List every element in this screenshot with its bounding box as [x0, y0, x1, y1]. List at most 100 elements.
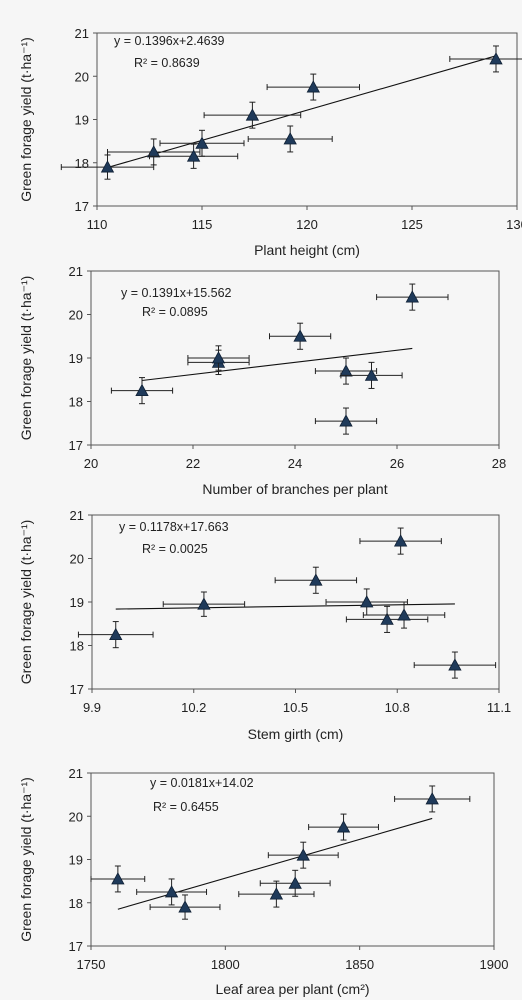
data-point — [162, 591, 246, 617]
triangle-marker — [197, 597, 211, 610]
x-tick-label: 1800 — [211, 957, 240, 972]
y-axis-label: Green forage yield (t·ha⁻¹) — [18, 276, 34, 441]
y-tick-label: 19 — [69, 853, 83, 868]
x-tick-label: 115 — [192, 217, 213, 232]
x-tick-label: 1900 — [480, 957, 509, 972]
trend-line — [141, 347, 413, 382]
y-tick-label: 20 — [69, 308, 83, 323]
data-point — [267, 841, 339, 869]
triangle-marker — [245, 108, 260, 121]
data-point — [149, 894, 221, 920]
data-point — [266, 73, 360, 101]
triangle-marker — [397, 608, 411, 621]
triangle-marker — [293, 329, 307, 342]
data-point — [340, 361, 403, 389]
panel-plant-height: 17 18 19 20 21 110 115 120 125 130 Plant height (c… — [18, 26, 522, 258]
triangle-marker — [147, 145, 161, 158]
triangle-marker — [164, 885, 179, 898]
triangle-marker — [364, 368, 379, 381]
y-tick-label: 19 — [70, 595, 84, 610]
data-point — [238, 880, 315, 908]
y-tick-label: 18 — [75, 156, 89, 171]
y-tick-label: 20 — [69, 809, 83, 824]
trend-line — [115, 603, 455, 610]
x-tick-label: 1750 — [77, 957, 106, 972]
y-axis-label: Green forage yield (t·ha⁻¹) — [18, 37, 34, 202]
data-point — [359, 527, 442, 555]
triangle-marker — [339, 414, 353, 427]
data-point — [345, 605, 429, 633]
triangle-marker — [100, 160, 115, 173]
regression-equation: y = 0.1396x+2.4639 — [114, 34, 225, 48]
y-tick-label: 20 — [70, 552, 84, 567]
triangle-marker — [178, 900, 192, 913]
y-tick-label: 21 — [69, 264, 83, 279]
data-point — [376, 283, 449, 311]
regression-equation: y = 0.1391x+15.562 — [121, 286, 232, 300]
data-point — [136, 878, 208, 906]
data-point — [413, 651, 497, 679]
data-point — [90, 865, 146, 893]
y-tick-label: 17 — [70, 682, 84, 697]
triangle-marker — [425, 792, 439, 805]
triangle-marker — [288, 876, 302, 889]
y-axis-label: Green forage yield (t·ha⁻¹) — [18, 777, 34, 942]
x-tick-label: 24 — [288, 456, 302, 471]
panel-leaf-area: 17 18 19 20 21 1750 1800 1850 1900 Leaf area per … — [18, 766, 508, 997]
data-point — [449, 45, 522, 73]
panel-branches: 17 18 19 20 21 20 22 24 26 28 Number of branches p… — [18, 264, 506, 497]
x-axis-label: Stem girth (cm) — [248, 726, 344, 742]
y-tick-label: 17 — [69, 939, 83, 954]
y-tick-label: 20 — [75, 69, 89, 84]
data-point — [314, 357, 378, 385]
x-tick-label: 110 — [87, 217, 108, 232]
y-tick-label: 19 — [75, 113, 89, 128]
y-tick-label: 21 — [75, 26, 89, 41]
data-point — [325, 588, 408, 616]
x-tick-label: 26 — [390, 456, 404, 471]
y-axis-label: Green forage yield (t·ha⁻¹) — [18, 520, 34, 685]
x-tick-label: 22 — [186, 456, 200, 471]
y-tick-label: 18 — [69, 395, 83, 410]
data-point — [110, 377, 174, 405]
triangle-marker — [269, 887, 284, 900]
y-tick-label: 18 — [69, 896, 83, 911]
data-point — [394, 785, 471, 813]
x-axis-label: Leaf area per plant (cm²) — [215, 981, 369, 997]
r-squared-label: R² = 0.0895 — [142, 305, 208, 319]
r-squared-label: R² = 0.0025 — [142, 542, 208, 556]
data-point — [149, 143, 239, 169]
triangle-marker — [309, 573, 323, 586]
x-tick-label: 10.8 — [385, 700, 410, 715]
data-point — [259, 869, 331, 897]
triangle-marker — [489, 52, 503, 65]
x-axis-label: Plant height (cm) — [254, 242, 360, 258]
data-point — [269, 322, 332, 350]
data-point — [308, 813, 379, 841]
triangle-marker — [186, 149, 201, 162]
x-axis-label: Number of branches per plant — [202, 481, 387, 497]
data-point — [107, 138, 201, 166]
triangle-marker — [211, 351, 226, 364]
data-point — [274, 566, 358, 594]
r-squared-label: R² = 0.6455 — [153, 800, 219, 814]
panel-stem-girth: 17 18 19 20 21 9.9 10.2 10.5 10.8 11.1 Stem girth … — [18, 508, 511, 742]
data-point — [77, 621, 154, 649]
triangle-marker — [135, 383, 149, 397]
x-tick-label: 28 — [492, 456, 506, 471]
triangle-marker — [380, 612, 394, 625]
x-tick-label: 125 — [401, 217, 423, 232]
triangle-marker — [109, 627, 123, 641]
triangle-marker — [393, 534, 408, 547]
regression-equation: y = 0.1178x+17.663 — [119, 520, 229, 534]
regression-equation: y = 0.0181x+14.02 — [150, 776, 254, 790]
triangle-marker — [405, 290, 419, 303]
triangle-marker — [195, 136, 209, 149]
triangle-marker — [448, 658, 462, 671]
y-tick-label: 21 — [70, 508, 84, 523]
triangle-marker — [339, 364, 353, 377]
y-tick-label: 17 — [69, 438, 83, 453]
x-tick-label: 11.1 — [487, 700, 511, 715]
y-tick-label: 18 — [70, 639, 84, 654]
